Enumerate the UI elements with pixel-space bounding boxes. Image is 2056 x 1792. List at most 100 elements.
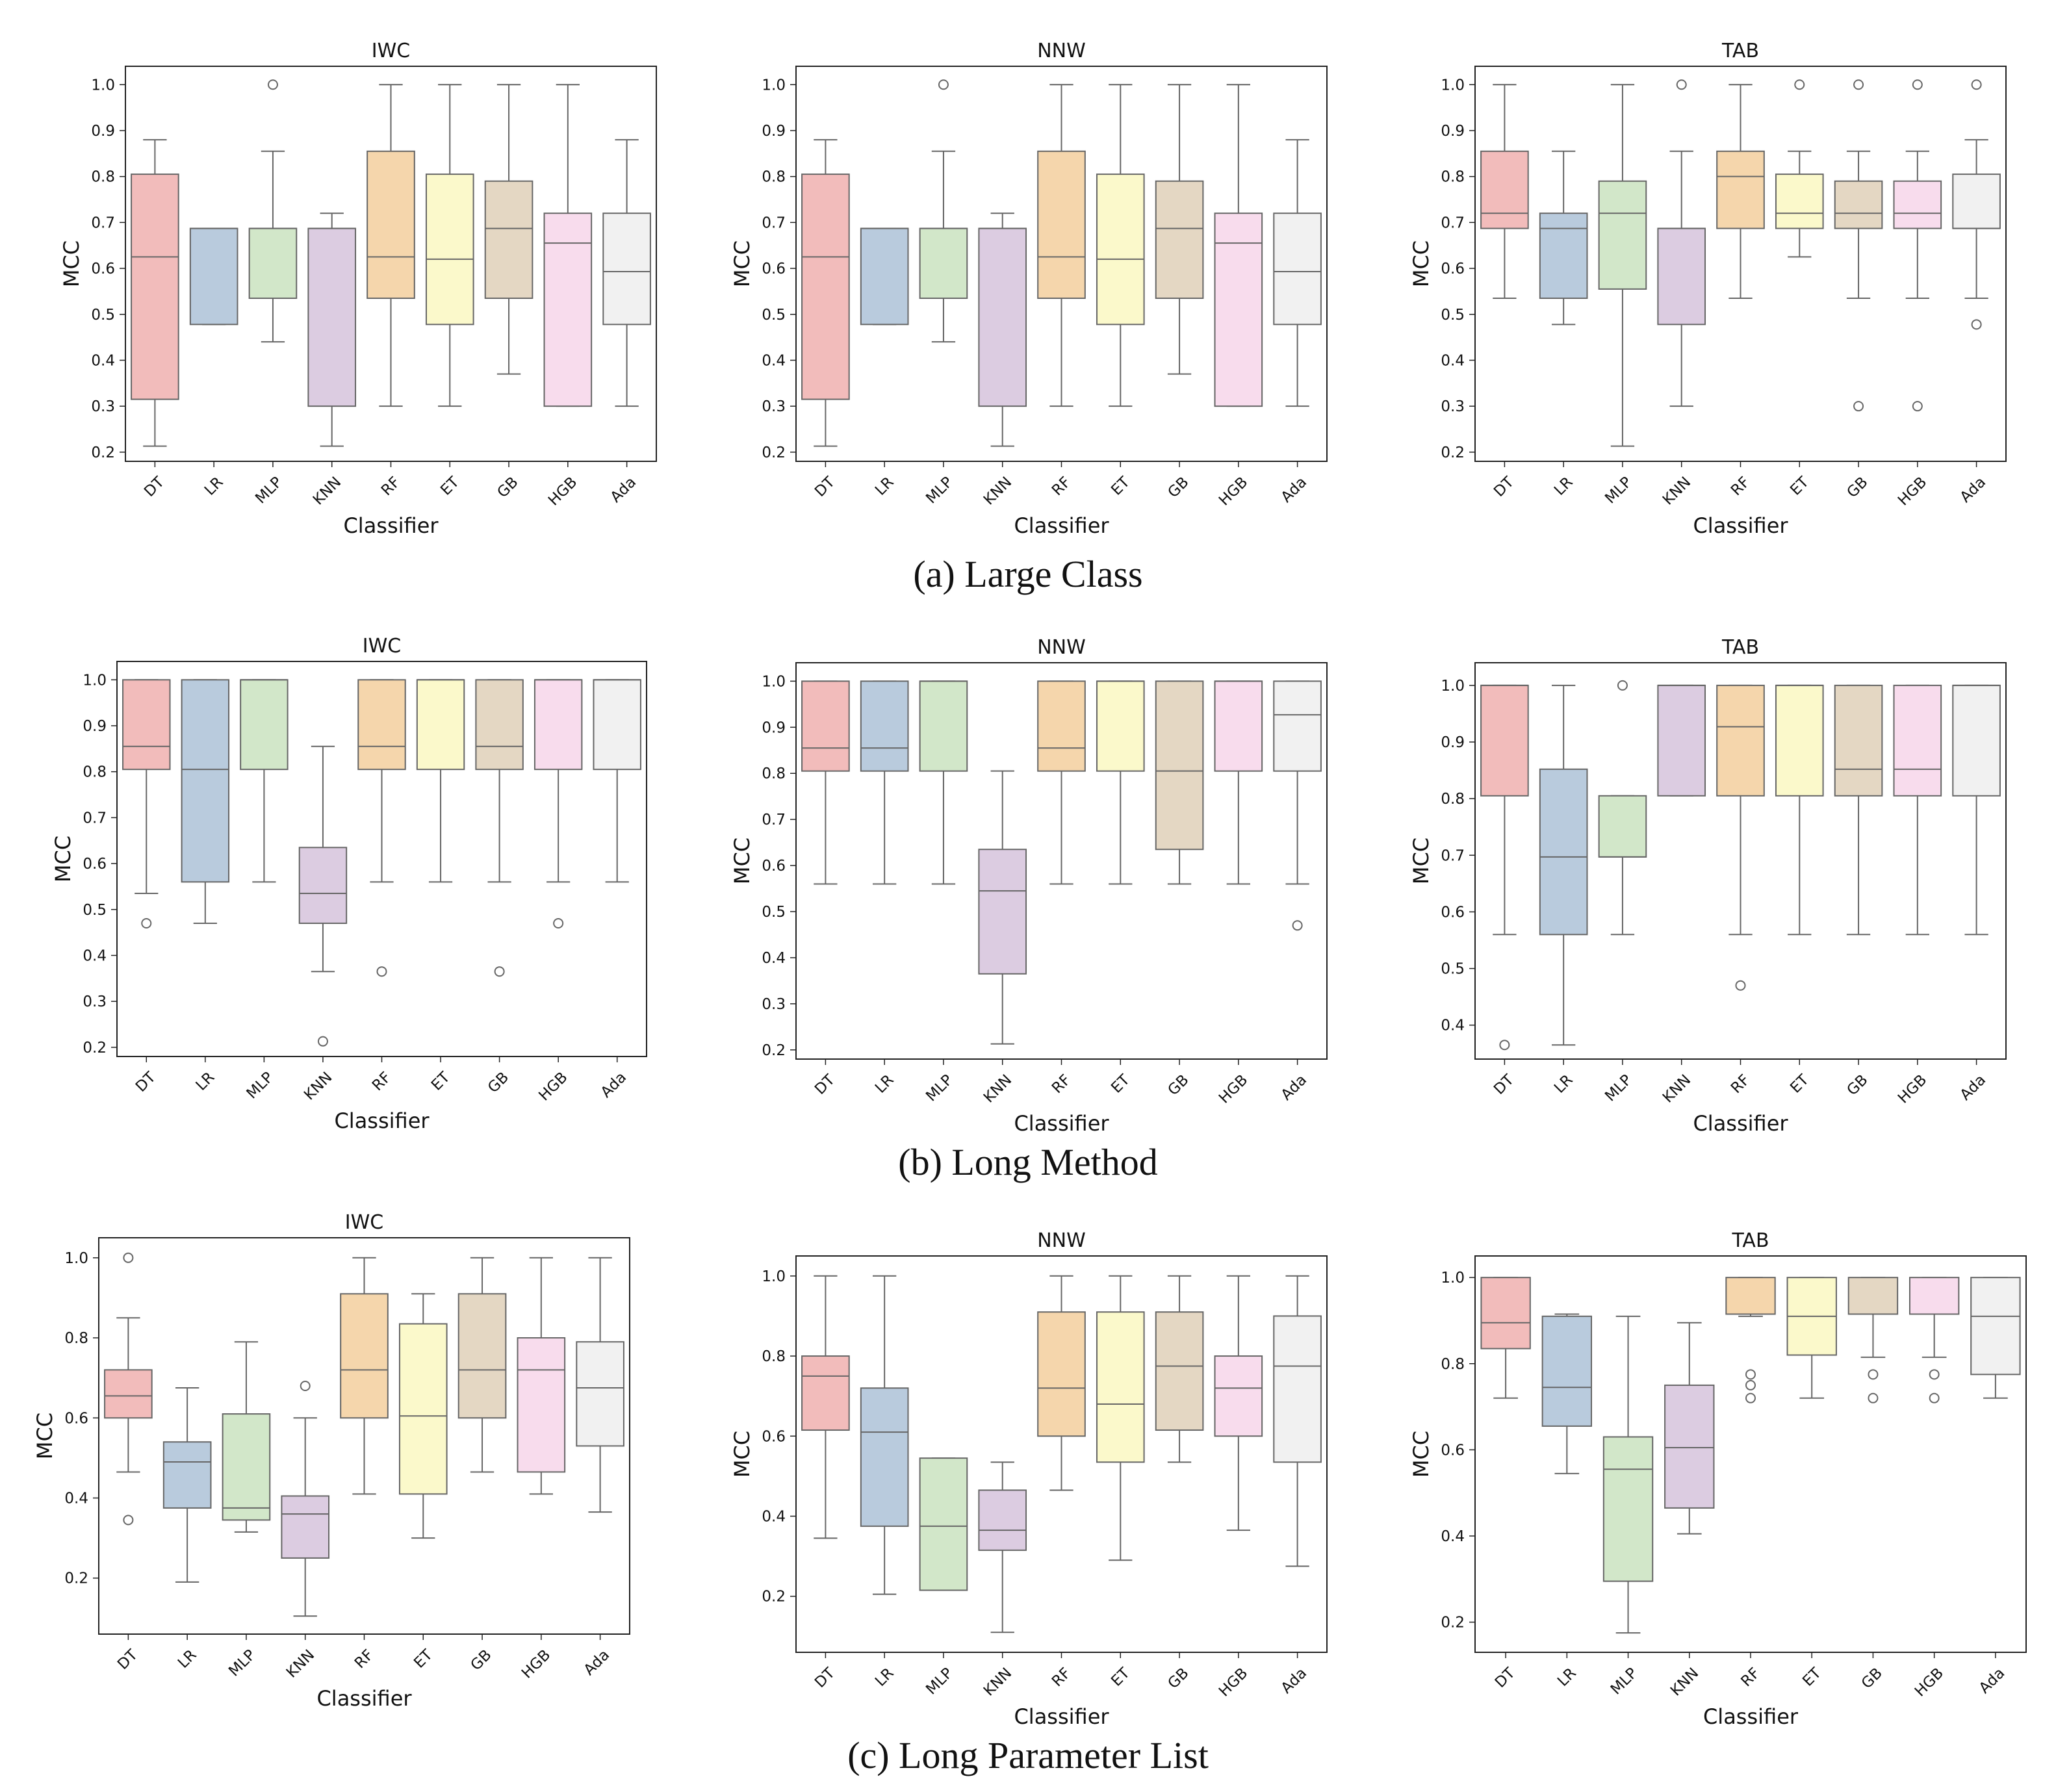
x-tick-label: GB xyxy=(467,1646,495,1674)
box-knn xyxy=(978,1461,1027,1633)
y-tick-label: 0.7 xyxy=(91,214,115,231)
x-tick-label: DT xyxy=(1492,1665,1519,1692)
y-tick-label: 0.3 xyxy=(91,398,115,415)
caption-long-parameter-list: (c) Long Parameter List xyxy=(847,1734,1209,1776)
box-rf xyxy=(1725,1277,1776,1403)
chart-svg: NNW 0.2 0.3 0.4 0.5 0.6 0.7 0.8 0.9 1.0 MCC DT LR MLP… xyxy=(730,636,1328,1136)
outlier-point xyxy=(1971,79,1982,90)
chart-svg: TAB 0.2 0.4 0.6 0.8 1.0 MCC DT LR MLP KNN RF ET GB HGB… xyxy=(1409,1229,2027,1729)
box-iqr xyxy=(533,679,583,771)
box-iqr xyxy=(1775,173,1824,229)
y-tick-label: 0.7 xyxy=(1441,214,1465,231)
box-rf xyxy=(1037,84,1086,407)
box-rf xyxy=(1716,84,1765,300)
box-iqr xyxy=(340,1293,389,1419)
chart-svg: IWC 0.2 0.4 0.6 0.8 1.0 MCC DT LR MLP KNN RF ET GB HGB… xyxy=(32,1211,630,1711)
y-tick-label: 1.0 xyxy=(64,1250,88,1267)
box-iqr xyxy=(1096,1311,1145,1463)
x-tick-label: GB xyxy=(1858,1665,1886,1692)
chart-title: IWC xyxy=(372,40,410,62)
x-tick-label: GB xyxy=(1844,474,1871,501)
box-iqr xyxy=(1480,684,1529,797)
box-et xyxy=(1096,1275,1145,1561)
outlier-point xyxy=(1912,401,1923,412)
box-hgb xyxy=(543,84,593,407)
x-axis-label: Classifier xyxy=(334,1108,430,1133)
x-tick-label: ET xyxy=(1787,1071,1812,1097)
y-axis-label: MCC xyxy=(730,240,754,287)
outlier-point xyxy=(1868,1369,1879,1380)
outlier-point xyxy=(1735,980,1746,991)
chart-iwc-1: IWC 0.2 0.3 0.4 0.5 0.6 0.7 0.8 0.9 1.0 MCC DT LR MLP… xyxy=(39,616,653,1141)
y-tick-label: 0.7 xyxy=(83,810,107,826)
x-tick-label: RF xyxy=(1728,1071,1753,1097)
y-tick-label: 0.2 xyxy=(762,444,786,461)
y-tick-label: 0.4 xyxy=(1441,1528,1465,1545)
box-iqr xyxy=(543,212,593,407)
chart-tab-2: TAB 0.2 0.4 0.6 0.8 1.0 MCC DT LR MLP KNN RF ET GB HGB… xyxy=(1397,1210,2033,1737)
y-tick-label: 0.9 xyxy=(762,719,786,736)
x-tick-label: RF xyxy=(1738,1665,1764,1690)
box-mlp xyxy=(919,79,968,343)
x-tick-label: KNN xyxy=(310,474,344,508)
box-iqr xyxy=(1908,1277,1960,1315)
chart-svg: IWC 0.2 0.3 0.4 0.5 0.6 0.7 0.8 0.9 1.0 MCC DT LR MLP… xyxy=(59,40,657,538)
box-dt xyxy=(1480,684,1529,1051)
box-iqr xyxy=(1834,180,1883,229)
x-tick-label: RF xyxy=(378,474,404,499)
box-iqr xyxy=(366,150,415,300)
box-iqr xyxy=(919,227,968,300)
box-iqr xyxy=(1970,1277,2021,1376)
outlier-point xyxy=(1929,1392,1940,1403)
x-tick-label: Ada xyxy=(1957,474,1990,506)
x-tick-label: ET xyxy=(1108,1665,1133,1690)
box-knn xyxy=(978,212,1027,447)
outlier-point xyxy=(123,1252,134,1263)
x-tick-label: HGB xyxy=(1216,1665,1251,1700)
y-tick-label: 0.4 xyxy=(1441,352,1465,369)
outlier-point xyxy=(1794,79,1805,90)
y-tick-label: 0.9 xyxy=(91,123,115,140)
box-ada xyxy=(1952,79,2001,330)
x-tick-label: ET xyxy=(411,1646,436,1672)
x-tick-label: HGB xyxy=(1895,474,1930,509)
plot-frame xyxy=(1474,1255,2027,1653)
chart-tab-0: TAB 0.2 0.3 0.4 0.5 0.6 0.7 0.8 0.9 1.0 MCC DT LR MLP… xyxy=(1397,21,2012,546)
box-iqr xyxy=(1037,150,1086,300)
box-iqr xyxy=(1598,180,1647,290)
chart-title: TAB xyxy=(1721,40,1759,62)
y-tick-label: 0.5 xyxy=(83,902,107,919)
box-lr xyxy=(1541,1313,1593,1474)
box-iqr xyxy=(1273,680,1322,772)
x-tick-label: HGB xyxy=(535,1069,571,1104)
x-tick-label: DT xyxy=(133,1069,160,1096)
x-tick-label: RF xyxy=(369,1069,394,1094)
chart-svg: NNW 0.2 0.3 0.4 0.5 0.6 0.7 0.8 0.9 1.0 MCC DT LR MLP… xyxy=(730,40,1328,538)
box-iqr xyxy=(801,680,850,772)
box-et xyxy=(425,84,474,407)
x-tick-label: Ada xyxy=(1278,474,1311,506)
box-iqr xyxy=(1214,212,1263,407)
x-tick-label: HGB xyxy=(545,474,580,509)
box-gb xyxy=(1155,680,1204,885)
box-iqr xyxy=(181,679,230,883)
box-lr xyxy=(189,227,238,326)
box-iqr xyxy=(1952,173,2001,229)
chart-iwc-0: IWC 0.2 0.3 0.4 0.5 0.6 0.7 0.8 0.9 1.0 MCC DT LR MLP… xyxy=(47,21,663,546)
x-tick-label: RF xyxy=(1049,474,1074,499)
box-mlp xyxy=(248,79,298,343)
y-axis-label: MCC xyxy=(1409,240,1433,287)
box-gb xyxy=(1155,84,1204,375)
x-tick-label: ET xyxy=(1108,474,1133,499)
box-iqr xyxy=(860,227,909,326)
y-tick-label: 0.2 xyxy=(762,1589,786,1606)
box-iqr xyxy=(162,1441,212,1509)
box-mlp xyxy=(240,679,289,883)
box-dt xyxy=(1480,84,1529,300)
outlier-point xyxy=(376,966,387,977)
y-tick-label: 0.8 xyxy=(762,1348,786,1365)
plot-frame xyxy=(795,662,1328,1060)
chart-nnw-2: NNW 0.2 0.4 0.6 0.8 1.0 MCC DT LR MLP KNN RF ET GB HGB… xyxy=(718,1210,1333,1737)
plot-frame xyxy=(116,661,647,1057)
plot-frame xyxy=(795,66,1328,462)
